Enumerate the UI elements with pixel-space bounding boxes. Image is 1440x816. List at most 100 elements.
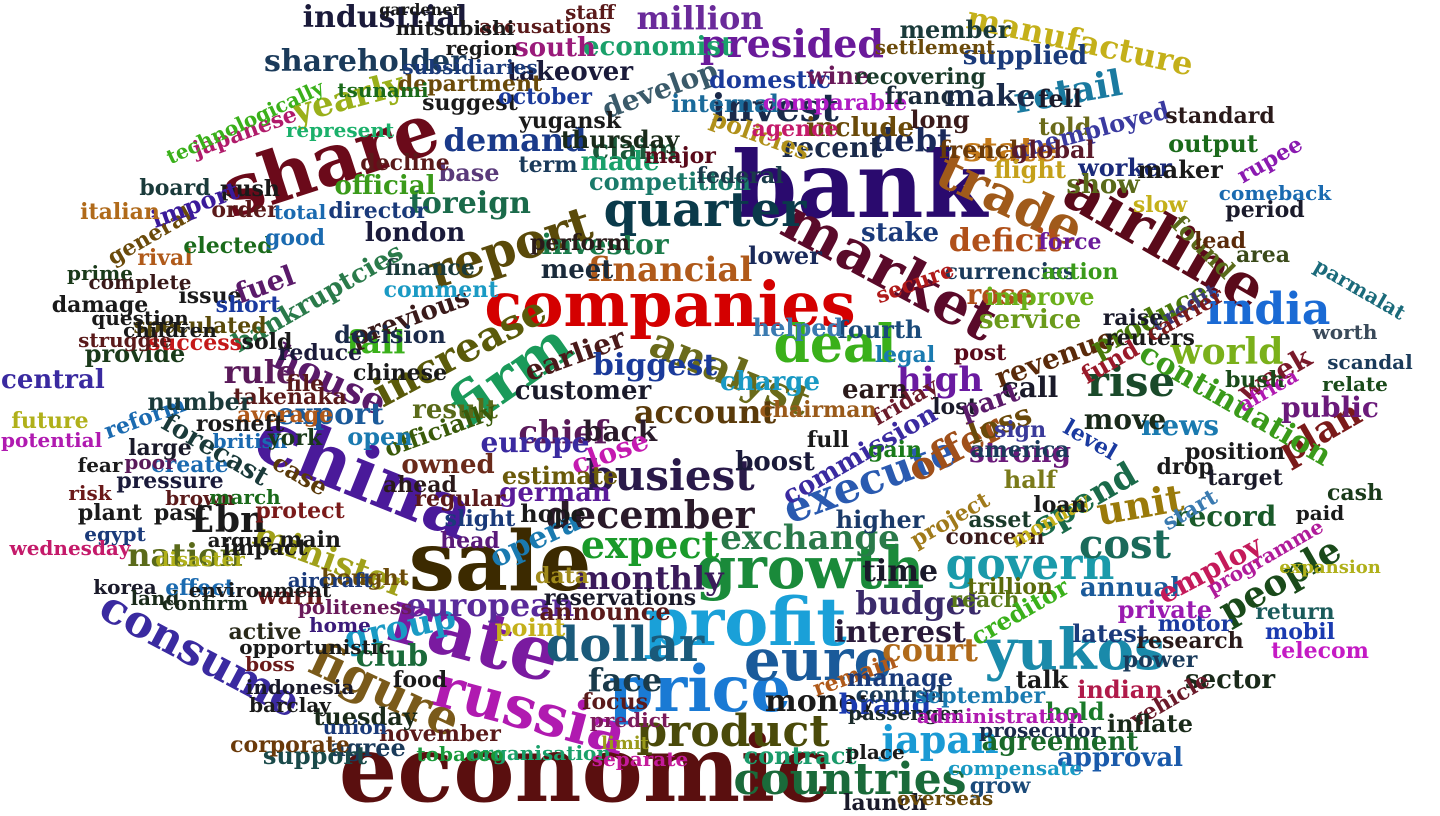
word-post: post xyxy=(953,340,1007,366)
word-half: half xyxy=(1003,465,1057,494)
word-region: region xyxy=(445,36,519,60)
word-provide: provide xyxy=(84,339,186,368)
word-poor: poor xyxy=(124,450,176,474)
word-reach: reach xyxy=(950,587,1020,613)
word-meet: meet xyxy=(540,255,614,285)
word-sold: sold xyxy=(241,329,293,355)
word-sector: sector xyxy=(1184,665,1276,695)
word-flight: flight xyxy=(994,155,1066,184)
word-central: central xyxy=(0,365,105,395)
word-currencies: currencies xyxy=(944,259,1076,285)
word-show: show xyxy=(1066,170,1140,200)
word-disaster: disaster xyxy=(155,547,245,571)
word-environment: environment xyxy=(188,578,332,602)
word-shareholder: shareholder xyxy=(263,44,467,79)
word-price: price xyxy=(608,652,792,727)
word-yugansk: yugansk xyxy=(518,108,622,134)
word-south: south xyxy=(514,33,596,63)
word-improve: improve xyxy=(985,282,1095,311)
word-takenaka: takenaka xyxy=(233,384,347,410)
word-concern: concern xyxy=(945,524,1045,550)
word-latest: latest xyxy=(1072,619,1148,648)
word-rise: rise xyxy=(1086,357,1176,406)
word-scandal: scandal xyxy=(1327,350,1413,374)
word-export: export xyxy=(276,397,384,432)
word-bn: £bn xyxy=(189,499,267,541)
word-aircraft: aircraft xyxy=(287,568,373,592)
word-thursday: thursday xyxy=(560,125,680,154)
word-home: home xyxy=(309,613,371,637)
word-agree: agree xyxy=(330,733,406,762)
word-action: action xyxy=(1041,259,1119,285)
word-countries: countries xyxy=(733,754,967,805)
word-hold: hold xyxy=(1045,697,1105,726)
word-high: high xyxy=(896,360,984,400)
word-grow: grow xyxy=(969,773,1031,799)
word-point: point xyxy=(494,613,566,642)
word-private: private xyxy=(1117,595,1213,624)
word-record: record xyxy=(1173,500,1277,533)
word-march: march xyxy=(209,485,281,509)
word-administration: administration xyxy=(916,704,1084,728)
word-motor: motor xyxy=(1157,611,1233,637)
word-department: department xyxy=(397,71,543,97)
word-cash: cash xyxy=(1326,480,1384,506)
word-plant: plant xyxy=(77,500,143,526)
word-push: push xyxy=(220,176,280,202)
word-success: success xyxy=(148,330,242,356)
word-back: back xyxy=(582,415,658,448)
word-power: power xyxy=(1122,647,1198,673)
word-gardener: gardener xyxy=(379,0,461,19)
word-world: world xyxy=(1170,331,1284,373)
word-potential: potential xyxy=(0,428,103,452)
word-account: account xyxy=(633,393,777,431)
word-major: major xyxy=(644,143,716,169)
word-organisation: organisation xyxy=(469,741,611,765)
word-sign: sign xyxy=(993,417,1047,443)
word-compensate: compensate xyxy=(947,756,1083,780)
word-warn: warn xyxy=(256,581,324,610)
word-club: club xyxy=(355,639,429,674)
word-sale: sale xyxy=(408,514,592,610)
word-deal: deal xyxy=(773,314,897,375)
word-growth: growth xyxy=(695,534,925,602)
word-court: court xyxy=(882,631,978,669)
word-mitsubishi: mitsubishi xyxy=(395,16,515,40)
word-exchange: exchange xyxy=(720,518,900,558)
word-position: position xyxy=(1185,439,1285,465)
word-wednesday: wednesday xyxy=(9,536,131,560)
word-york: york xyxy=(267,425,323,451)
word-reuters: reuters xyxy=(1105,325,1195,351)
word-chairman: chairman xyxy=(759,397,877,423)
word-perform: perform xyxy=(530,230,630,256)
word-bank: bank xyxy=(732,131,988,239)
word-earn: earn xyxy=(842,375,908,405)
word-trillion: trillion xyxy=(967,574,1053,600)
word-represent: represent xyxy=(285,118,395,142)
word-lead: lead xyxy=(1194,228,1246,254)
word-data: data xyxy=(534,563,590,589)
word-demand: demand xyxy=(443,121,587,159)
word-financial: financial xyxy=(587,250,753,290)
word-gain: gain xyxy=(868,437,922,463)
word-chinese: chinese xyxy=(352,360,448,386)
word-brand: brand xyxy=(838,688,932,721)
word-boss: boss xyxy=(245,652,295,676)
word-comeback: comeback xyxy=(1218,181,1332,205)
word-reservations: reservations xyxy=(543,585,697,611)
word-owned: owned xyxy=(401,450,495,480)
word-control: control xyxy=(855,682,945,708)
word-average: average xyxy=(236,402,334,428)
word-telecom: telecom xyxy=(1271,638,1369,664)
word-domestic: domestic xyxy=(709,65,831,94)
word-settlement: settlement xyxy=(874,35,996,59)
word-comment: comment xyxy=(383,277,499,303)
word-ahead: ahead xyxy=(383,472,457,498)
word-subsidiaries: subsidiaries xyxy=(402,55,538,79)
word-loan: loan xyxy=(1033,492,1087,518)
word-british: british xyxy=(212,429,288,453)
word-competition: competition xyxy=(589,167,751,196)
word-november: november xyxy=(379,721,501,747)
word-news: news xyxy=(1140,409,1220,442)
word-egypt: egypt xyxy=(84,522,146,546)
